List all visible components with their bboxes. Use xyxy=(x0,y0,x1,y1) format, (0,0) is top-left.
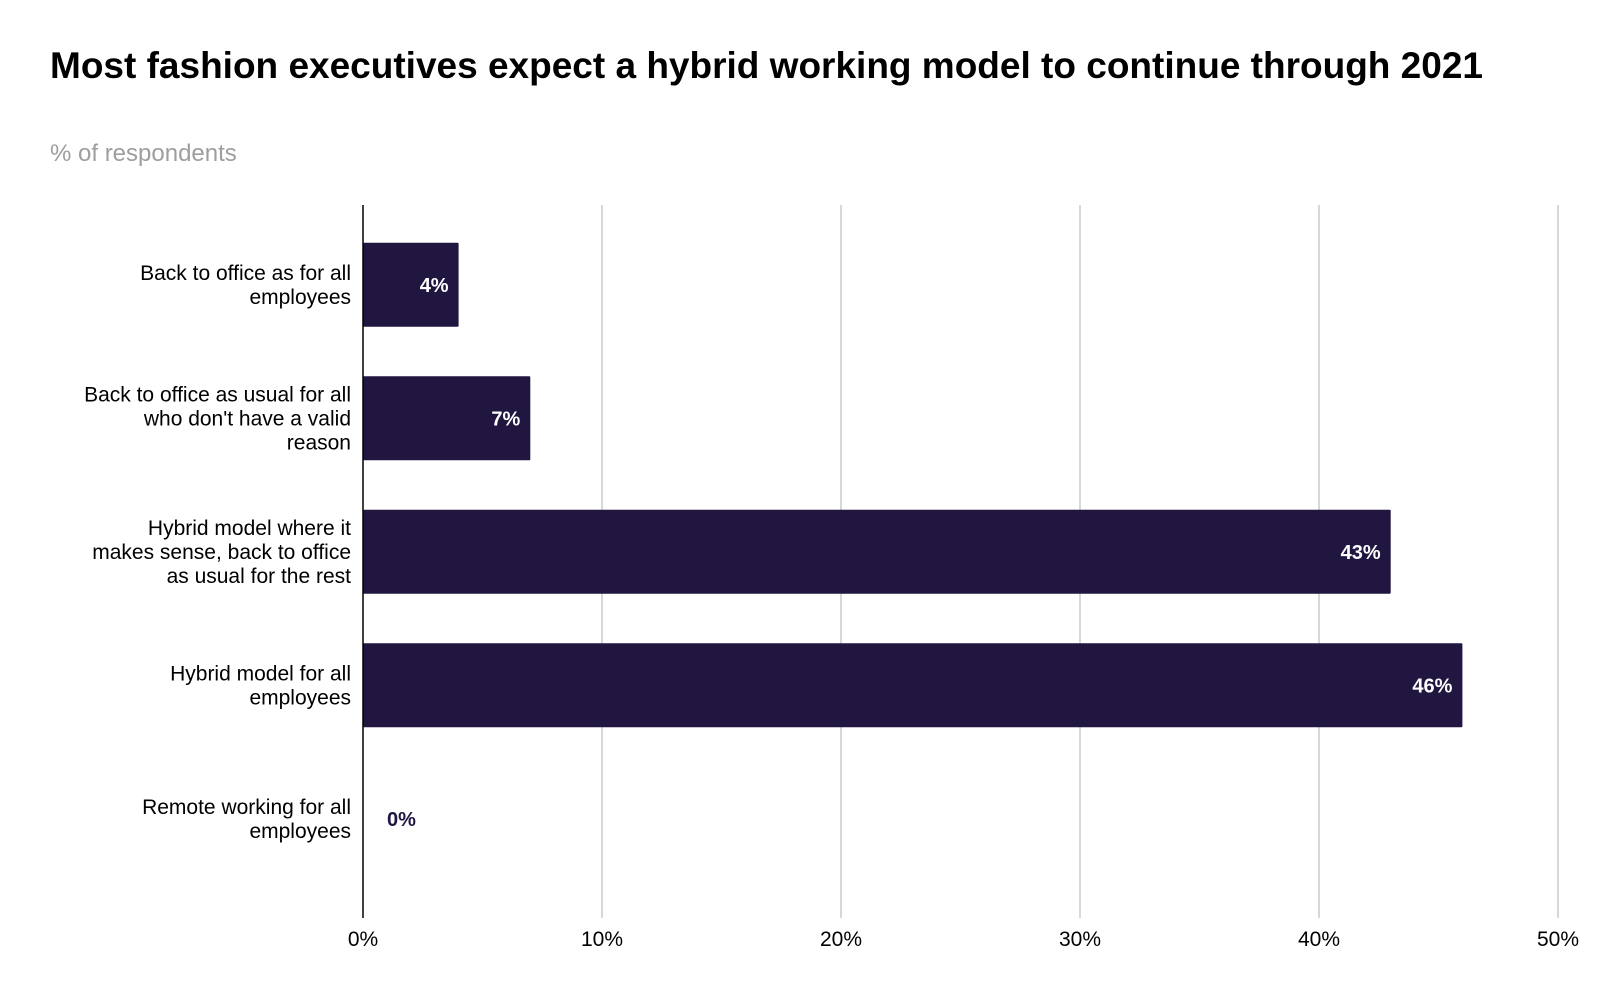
bar xyxy=(363,242,459,327)
x-tick-label: 10% xyxy=(581,928,623,951)
category-label: Back to office as usual for all who don't… xyxy=(84,383,351,454)
x-tick-label: 50% xyxy=(1537,928,1579,951)
data-label: 43% xyxy=(1341,542,1381,564)
chart-subtitle: % of respondents xyxy=(50,140,237,167)
bar xyxy=(363,643,1463,728)
category-label: Remote working for all employees xyxy=(142,796,351,843)
data-label: 4% xyxy=(420,275,449,297)
x-tick-label: 0% xyxy=(348,928,378,951)
category-label: Hybrid model for all employees xyxy=(170,662,351,709)
category-label: Back to office as for all employees xyxy=(140,262,351,309)
bar xyxy=(363,376,531,461)
labels: 0% 10% 20% 30% 40% 50% Back to office as for a… xyxy=(84,262,1579,951)
x-tick-label: 20% xyxy=(820,928,862,951)
x-tick-label: 40% xyxy=(1298,928,1340,951)
data-label: 0% xyxy=(387,809,416,831)
bars xyxy=(363,242,1463,728)
x-tick-label: 30% xyxy=(1059,928,1101,951)
bar xyxy=(363,509,1391,594)
chart-title: Most fashion executives expect a hybrid … xyxy=(50,45,1483,86)
data-label: 7% xyxy=(491,408,520,430)
data-label: 46% xyxy=(1412,675,1452,697)
category-label: Hybrid model where it makes sense, back t… xyxy=(92,517,351,588)
